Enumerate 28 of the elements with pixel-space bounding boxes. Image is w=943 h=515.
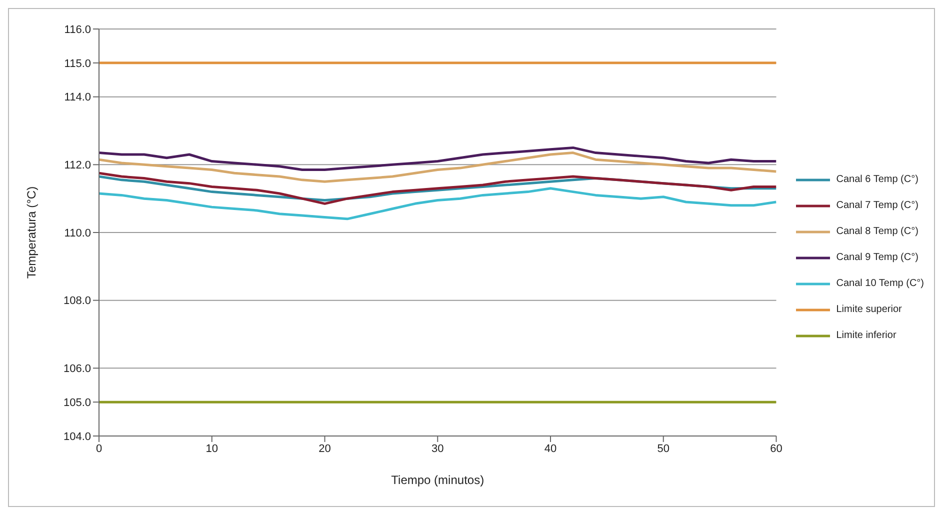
y-axis-title: Temperatura (°C) — [24, 186, 38, 279]
y-tick-label: 108.0 — [63, 295, 91, 308]
line-series — [99, 146, 776, 172]
x-tick-label: 0 — [96, 442, 102, 455]
line-series — [99, 152, 776, 183]
legend-label: Canal 7 Temp (C°) — [836, 200, 918, 211]
x-tick-label: 50 — [657, 442, 670, 455]
x-tick-label: 20 — [318, 442, 331, 455]
legend-label: Canal 9 Temp (C°) — [836, 252, 918, 263]
x-tick-label: 40 — [544, 442, 557, 455]
legend-label: Limite superior — [836, 304, 902, 315]
y-tick-label: 116.0 — [64, 24, 91, 36]
x-tick-label: 10 — [206, 442, 218, 455]
x-tick-label: 30 — [432, 442, 444, 455]
y-tick-label: 110.0 — [64, 227, 91, 240]
y-tick-label: 114.0 — [64, 92, 91, 104]
y-tick-label: 106.0 — [63, 363, 91, 376]
y-tick-label: 104.0 — [63, 430, 91, 443]
y-tick-label: 115.0 — [64, 58, 91, 70]
legend-label: Canal 6 Temp (C°) — [836, 174, 918, 185]
y-tick-label: 105.0 — [63, 396, 91, 409]
legend-label: Limite inferior — [836, 330, 896, 341]
x-tick-label: 60 — [770, 442, 782, 455]
legend-label: Canal 10 Temp (C°) — [836, 278, 924, 289]
legend-label: Canal 8 Temp (C°) — [836, 226, 918, 237]
x-axis-title: Tiempo (minutos) — [391, 473, 484, 487]
y-tick-label: 112.0 — [64, 160, 91, 172]
line-series — [99, 187, 776, 220]
